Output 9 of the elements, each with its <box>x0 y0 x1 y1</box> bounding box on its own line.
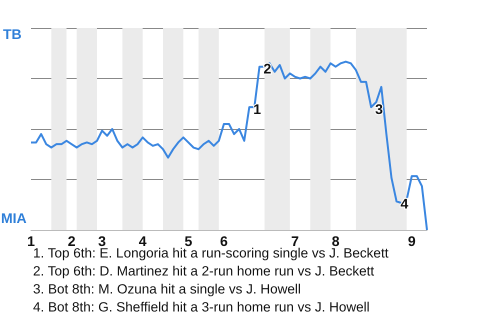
text: MIA <box>1 210 27 226</box>
x-tick-label: 1 <box>27 233 36 249</box>
text: 4. Bot 8th: G. Sheffield hit a 3-run home run vs J. Howell <box>33 300 370 314</box>
text: TB <box>3 26 22 42</box>
x-tick-label: 9 <box>408 233 416 249</box>
text: 3. Bot 8th: M. Ozuna hit a single vs J. Howell <box>33 282 301 296</box>
text: 2. Top 6th: D. Martinez hit a 2-run home run vs J. Beckett <box>33 264 374 278</box>
annotation: 1 <box>253 101 262 118</box>
annotation: 3 <box>375 101 384 118</box>
